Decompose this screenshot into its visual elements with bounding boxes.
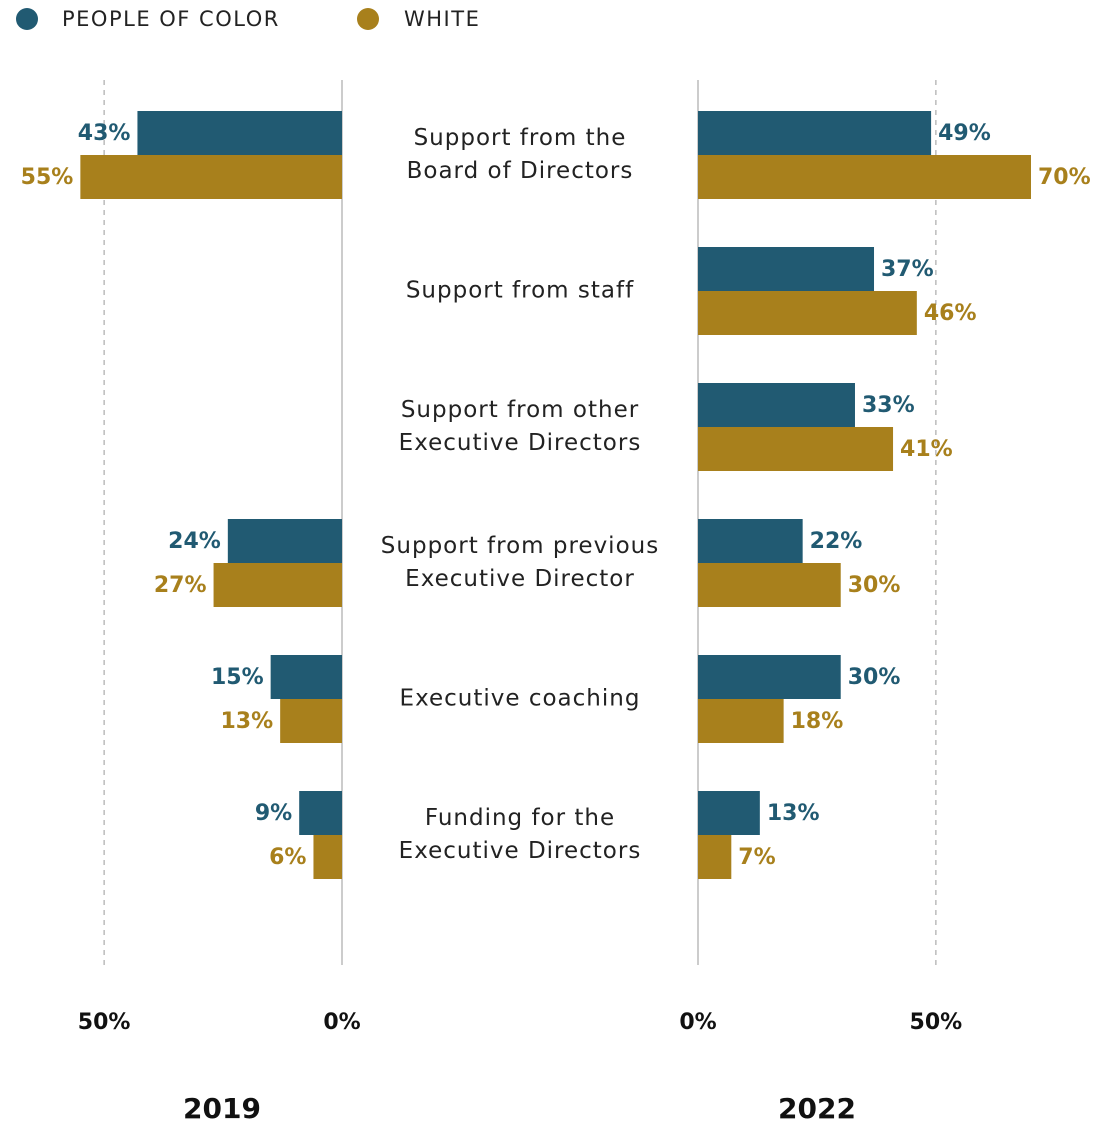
legend-label: WHITE [404, 7, 480, 31]
value-label: 24% [168, 529, 221, 554]
value-label: 18% [791, 709, 844, 734]
bar [213, 563, 342, 607]
x-tick-label: 0% [323, 1010, 360, 1035]
category-label: Support from other [401, 397, 639, 423]
value-label: 13% [220, 709, 273, 734]
category-label: Executive Directors [399, 838, 642, 864]
category-label: Support from the [414, 125, 627, 151]
x-tick-label: 50% [78, 1010, 131, 1035]
bar [698, 155, 1031, 199]
bar [698, 655, 841, 699]
bar [698, 835, 732, 879]
value-label: 41% [900, 437, 953, 462]
value-label: 70% [1038, 165, 1091, 190]
value-label: 13% [767, 801, 820, 826]
value-label: 33% [862, 393, 915, 418]
legend-marker [16, 8, 38, 30]
category-label: Executive Director [405, 566, 635, 592]
bar [698, 563, 841, 607]
bar [137, 111, 342, 155]
bar [299, 791, 342, 835]
value-label: 46% [924, 301, 977, 326]
value-label: 49% [938, 121, 991, 146]
legend-label: PEOPLE OF COLOR [62, 7, 280, 31]
legend-marker [357, 8, 379, 30]
value-label: 27% [154, 573, 207, 598]
x-tick-label: 0% [679, 1010, 716, 1035]
category-label: Executive coaching [400, 686, 641, 712]
value-label: 22% [810, 529, 863, 554]
value-label: 30% [848, 665, 901, 690]
bar [698, 791, 760, 835]
category-label: Support from previous [381, 533, 659, 559]
value-label: 43% [78, 121, 131, 146]
value-label: 15% [211, 665, 264, 690]
panel-title: 2022 [778, 1092, 856, 1125]
bar [698, 699, 784, 743]
category-label: Executive Directors [399, 430, 642, 456]
bar [698, 519, 803, 563]
bar [698, 247, 875, 291]
bar [280, 699, 342, 743]
category-label: Board of Directors [407, 158, 634, 184]
bar [698, 427, 894, 471]
panel-title: 2019 [183, 1092, 261, 1125]
bar [313, 835, 342, 879]
value-label: 55% [21, 165, 74, 190]
value-label: 37% [881, 257, 934, 282]
category-label: Funding for the [425, 805, 615, 831]
value-label: 7% [738, 845, 775, 870]
bar [698, 383, 855, 427]
bar [270, 655, 342, 699]
bar [80, 155, 342, 199]
bar [698, 291, 917, 335]
bar [698, 111, 932, 155]
value-label: 6% [269, 845, 306, 870]
value-label: 30% [848, 573, 901, 598]
x-tick-label: 50% [910, 1010, 963, 1035]
category-label: Support from staff [406, 278, 634, 304]
value-label: 9% [255, 801, 292, 826]
bar [227, 519, 342, 563]
